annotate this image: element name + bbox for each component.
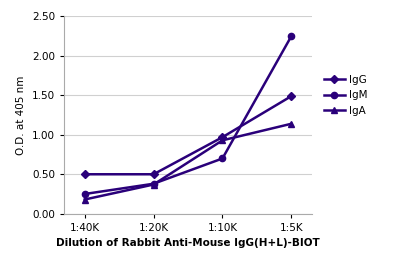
Y-axis label: O.D. at 405 nm: O.D. at 405 nm: [16, 75, 26, 155]
X-axis label: Dilution of Rabbit Anti-Mouse IgG(H+L)-BIOT: Dilution of Rabbit Anti-Mouse IgG(H+L)-B…: [56, 238, 320, 248]
IgM: [289, 35, 294, 38]
IgA: [82, 198, 87, 201]
IgG: [151, 173, 156, 176]
IgM: [82, 192, 87, 196]
Line: IgA: IgA: [82, 121, 294, 203]
IgM: [151, 182, 156, 185]
Line: IgM: IgM: [82, 33, 294, 197]
IgG: [82, 173, 87, 176]
IgG: [289, 95, 294, 98]
Line: IgG: IgG: [82, 93, 294, 177]
IgA: [220, 139, 225, 142]
IgM: [220, 157, 225, 160]
Legend: IgG, IgM, IgA: IgG, IgM, IgA: [320, 71, 372, 120]
IgA: [151, 183, 156, 186]
IgA: [289, 122, 294, 125]
IgG: [220, 136, 225, 139]
